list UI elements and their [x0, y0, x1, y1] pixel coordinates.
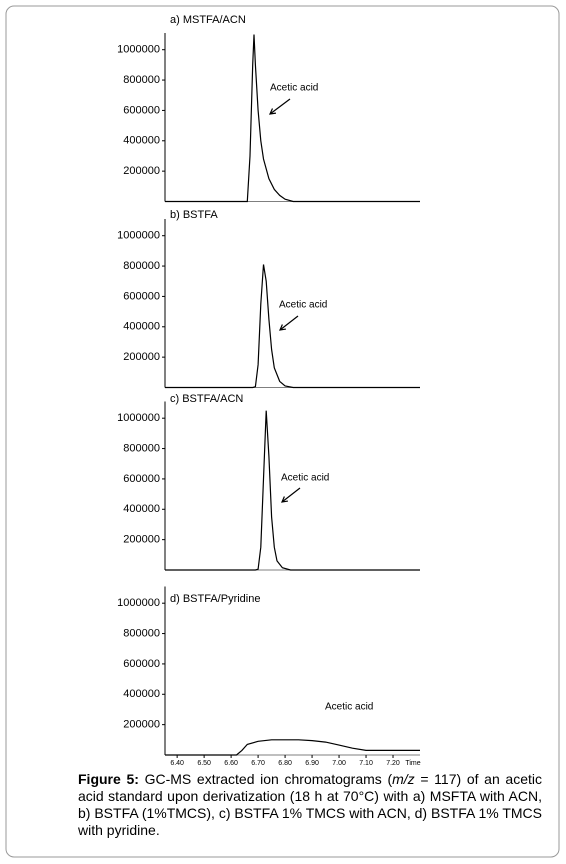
arrow [269, 98, 291, 115]
y-tick-label: 800000 [123, 260, 160, 272]
arrow-head [268, 108, 277, 115]
panel-title: c) BSTFA/ACN [170, 393, 243, 405]
y-tick-label: 600000 [123, 104, 160, 116]
y-tick-label: 600000 [123, 290, 160, 302]
caption-italic: m/z [392, 771, 415, 787]
y-tick-label: 400000 [123, 688, 160, 700]
y-tick-label: 800000 [123, 442, 160, 454]
y-tick-label: 1000000 [117, 597, 160, 609]
caption-text: GC-MS extracted ion chromatograms ( [138, 771, 393, 787]
panel-title: b) BSTFA [170, 209, 218, 221]
arrow-head [281, 496, 289, 503]
x-tick-label: 6.60 [224, 760, 238, 767]
annotation: Acetic acid [325, 702, 373, 713]
y-tick-label: 800000 [123, 627, 160, 639]
y-tick-label: 200000 [123, 165, 160, 177]
x-tick-label: 7.20 [386, 760, 400, 767]
trace [165, 34, 420, 203]
y-tick-label: 200000 [123, 351, 160, 363]
x-tick-label: 7.10 [359, 760, 373, 767]
y-tick-label: 1000000 [117, 44, 160, 56]
annotation: Acetic acid [270, 83, 318, 94]
arrow [279, 315, 299, 331]
y-tick-label: 400000 [123, 503, 160, 515]
x-axis-label: Time [405, 760, 420, 767]
y-tick-label: 400000 [123, 321, 160, 333]
caption: Figure 5: GC-MS extracted ion chromatogr… [78, 771, 542, 839]
arrow [281, 487, 301, 503]
y-tick-label: 1000000 [117, 412, 160, 424]
trace [165, 739, 420, 756]
y-tick-label: 400000 [123, 135, 160, 147]
x-tick-label: 6.70 [251, 760, 265, 767]
trace [165, 264, 420, 389]
y-tick-label: 200000 [123, 719, 160, 731]
panel-title: d) BSTFA/Pyridine [170, 593, 260, 605]
annotation: Acetic acid [279, 300, 327, 311]
y-tick-label: 200000 [123, 534, 160, 546]
x-tick-label: 6.50 [197, 760, 211, 767]
caption-text: = 117) of an acetic acid standard upon d… [78, 771, 542, 838]
y-tick-label: 600000 [123, 473, 160, 485]
panel-title: a) MSTFA/ACN [170, 14, 246, 26]
frame [5, 5, 560, 858]
y-tick-label: 800000 [123, 74, 160, 86]
caption-label: Figure 5: [78, 771, 139, 787]
x-tick-label: 7.00 [332, 760, 346, 767]
x-tick-label: 6.80 [278, 760, 292, 767]
x-tick-label: 6.90 [305, 760, 319, 767]
trace [165, 410, 420, 571]
annotation: Acetic acid [281, 473, 329, 484]
arrow-head [279, 324, 287, 331]
x-tick-label: 6.40 [170, 760, 184, 767]
y-tick-label: 1000000 [117, 230, 160, 242]
y-tick-label: 600000 [123, 658, 160, 670]
